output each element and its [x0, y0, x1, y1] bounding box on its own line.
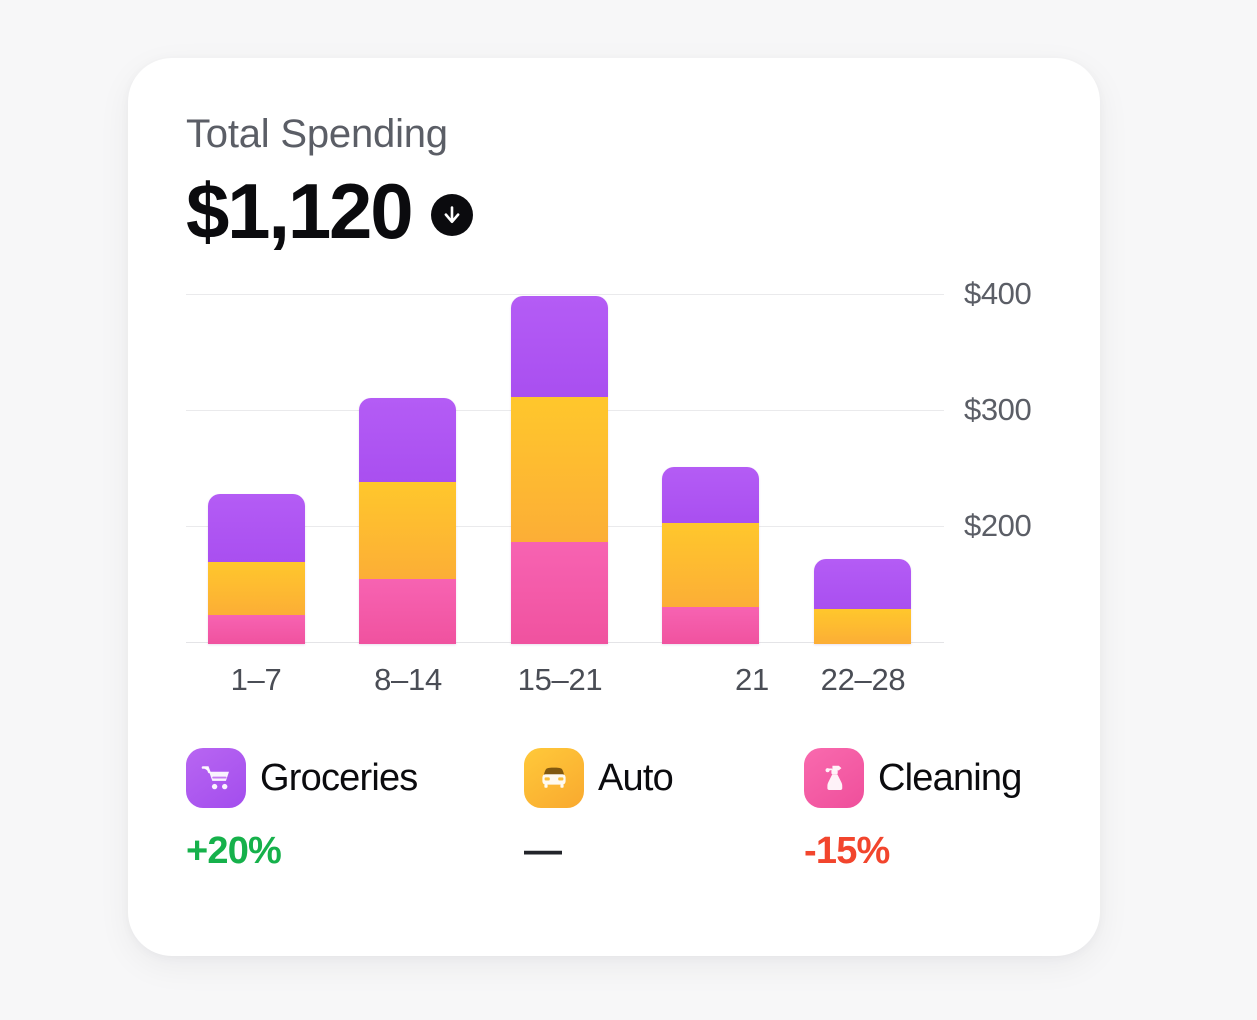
card-header: Total Spending $1,120 [186, 112, 1046, 250]
legend-delta-groceries: +20% [186, 830, 282, 872]
bar-column[interactable] [511, 296, 608, 644]
bar-segment-auto [359, 481, 456, 580]
shopping-cart-icon [186, 748, 246, 808]
legend-item-cleaning[interactable]: Cleaning -15% [804, 748, 1022, 873]
bar-segment-cleaning [208, 615, 305, 644]
bar-segment-cleaning [359, 579, 456, 644]
spending-bar-chart: $400 $300 $200 [186, 276, 1046, 697]
bar-column[interactable] [359, 398, 456, 644]
bar-segment-auto [814, 609, 911, 644]
xtick-label-4: 22–28 [820, 662, 906, 697]
bar-segment-groceries [662, 466, 759, 524]
legend-item-groceries[interactable]: Groceries +20% [186, 748, 418, 873]
bar-segment-groceries [359, 398, 456, 482]
bar-segment-groceries [814, 559, 911, 610]
bar-column[interactable] [662, 466, 759, 644]
ytick-label-200: $200 [964, 508, 1032, 543]
arrow-down-icon [431, 194, 474, 236]
xtick-label-0: 1–7 [230, 662, 282, 697]
legend-label-auto: Auto [598, 756, 674, 799]
bar-segment-cleaning [662, 606, 759, 644]
bar-segment-auto [662, 523, 759, 607]
ytick-label-400: $400 [964, 276, 1032, 311]
xtick-label-2: 15–21 [517, 662, 603, 697]
kpi-row: $1,120 [186, 172, 1046, 250]
legend-head: Cleaning [804, 748, 1022, 808]
bar-segment-groceries [208, 494, 305, 562]
legend-label-groceries: Groceries [260, 756, 418, 799]
total-spending-value: $1,120 [186, 167, 414, 255]
legend-item-auto[interactable]: Auto — [524, 748, 674, 873]
bar-segment-groceries [511, 296, 608, 397]
gridline-400 [186, 294, 944, 295]
bar-segment-cleaning [511, 541, 608, 644]
bar-column[interactable] [814, 559, 911, 644]
bar-segment-auto [511, 396, 608, 542]
legend-delta-auto: — [524, 830, 562, 872]
ytick-label-300: $300 [964, 392, 1032, 427]
xtick-label-1: 8–14 [374, 662, 442, 697]
spending-summary-card: Total Spending $1,120 $400 $ [128, 58, 1100, 956]
xaxis-labels: 1–7 8–14 15–21 21 22–28 [186, 662, 944, 704]
xtick-label-3: 21 [735, 662, 769, 697]
chart-plot-area: $400 $300 $200 [186, 276, 1032, 697]
legend-delta-cleaning: -15% [804, 830, 890, 872]
chart-legend: Groceries +20% [186, 748, 1066, 898]
legend-head: Groceries [186, 748, 418, 808]
bar-segment-auto [208, 561, 305, 615]
legend-head: Auto [524, 748, 674, 808]
legend-label-cleaning: Cleaning [878, 756, 1022, 799]
bar-column[interactable] [208, 494, 305, 644]
car-icon [524, 748, 584, 808]
bar-group [186, 294, 944, 644]
page-title: Total Spending [186, 112, 448, 156]
spray-bottle-icon [804, 748, 864, 808]
